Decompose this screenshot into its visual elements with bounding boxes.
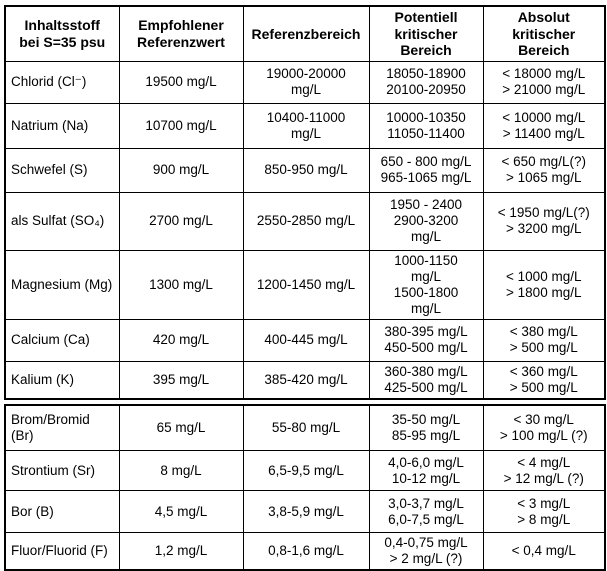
- cell-absolute-critical: < 380 mg/L > 500 mg/L: [483, 319, 605, 361]
- cell-potential-critical: 380-395 mg/L 450-500 mg/L: [369, 319, 483, 361]
- header-substance: Inhaltsstoff bei S=35 psu: [5, 6, 119, 61]
- header-absolute-critical: Absolut kritischer Bereich: [483, 6, 605, 61]
- header-reference-range: Referenzbereich: [243, 6, 369, 61]
- cell-substance: Schwefel (S): [5, 148, 119, 192]
- cell-recommended: 19500 mg/L: [119, 61, 243, 103]
- cell-absolute-critical: < 4 mg/L > 12 mg/L (?): [483, 451, 605, 491]
- cell-absolute-critical: < 3 mg/L > 8 mg/L: [483, 491, 605, 533]
- cell-substance: Bor (B): [5, 491, 119, 533]
- table-row: Bor (B) 4,5 mg/L 3,8-5,9 mg/L 3,0-3,7 mg…: [5, 491, 605, 533]
- table-row: als Sulfat (SO₄) 2700 mg/L 2550-2850 mg/…: [5, 192, 605, 250]
- cell-potential-critical: 18050-18900 20100-20950: [369, 61, 483, 103]
- cell-absolute-critical: < 10000 mg/L > 11400 mg/L: [483, 103, 605, 148]
- table-row: Calcium (Ca) 420 mg/L 400-445 mg/L 380-3…: [5, 319, 605, 361]
- cell-reference-range: 385-420 mg/L: [243, 361, 369, 399]
- table-row: Magnesium (Mg) 1300 mg/L 1200-1450 mg/L …: [5, 250, 605, 319]
- header-row: Inhaltsstoff bei S=35 psu Empfohlener Re…: [5, 6, 605, 61]
- cell-potential-critical: 4,0-6,0 mg/L 10-12 mg/L: [369, 451, 483, 491]
- cell-recommended: 4,5 mg/L: [119, 491, 243, 533]
- cell-absolute-critical: < 650 mg/L(?) > 1065 mg/L: [483, 148, 605, 192]
- cell-recommended: 65 mg/L: [119, 405, 243, 451]
- cell-potential-critical: 1950 - 2400 2900-3200 mg/L: [369, 192, 483, 250]
- header-potential-critical: Potentiell kritischer Bereich: [369, 6, 483, 61]
- cell-substance: Fluor/Fluorid (F): [5, 533, 119, 571]
- cell-substance: Brom/Bromid (Br): [5, 405, 119, 451]
- cell-potential-critical: 3,0-3,7 mg/L 6,0-7,5 mg/L: [369, 491, 483, 533]
- cell-reference-range: 2550-2850 mg/L: [243, 192, 369, 250]
- cell-recommended: 10700 mg/L: [119, 103, 243, 148]
- cell-substance: Magnesium (Mg): [5, 250, 119, 319]
- cell-reference-range: 10400-11000 mg/L: [243, 103, 369, 148]
- cell-reference-range: 850-950 mg/L: [243, 148, 369, 192]
- cell-reference-range: 1200-1450 mg/L: [243, 250, 369, 319]
- cell-substance: Calcium (Ca): [5, 319, 119, 361]
- cell-reference-range: 19000-20000 mg/L: [243, 61, 369, 103]
- cell-reference-range: 3,8-5,9 mg/L: [243, 491, 369, 533]
- cell-reference-range: 400-445 mg/L: [243, 319, 369, 361]
- cell-absolute-critical: < 30 mg/L > 100 mg/L (?): [483, 405, 605, 451]
- cell-absolute-critical: < 360 mg/L > 500 mg/L: [483, 361, 605, 399]
- cell-absolute-critical: < 0,4 mg/L: [483, 533, 605, 571]
- cell-substance: Kalium (K): [5, 361, 119, 399]
- table-row: Kalium (K) 395 mg/L 385-420 mg/L 360-380…: [5, 361, 605, 399]
- table-row: Brom/Bromid (Br) 65 mg/L 55-80 mg/L 35-5…: [5, 405, 605, 451]
- cell-absolute-critical: < 1950 mg/L(?) > 3200 mg/L: [483, 192, 605, 250]
- cell-substance: als Sulfat (SO₄): [5, 192, 119, 250]
- cell-recommended: 395 mg/L: [119, 361, 243, 399]
- cell-absolute-critical: < 18000 mg/L > 21000 mg/L: [483, 61, 605, 103]
- cell-absolute-critical: < 1000 mg/L > 1800 mg/L: [483, 250, 605, 319]
- cell-potential-critical: 1000-1150 mg/L 1500-1800 mg/L: [369, 250, 483, 319]
- cell-substance: Natrium (Na): [5, 103, 119, 148]
- cell-recommended: 2700 mg/L: [119, 192, 243, 250]
- cell-recommended: 1,2 mg/L: [119, 533, 243, 571]
- cell-potential-critical: 650 - 800 mg/L 965-1065 mg/L: [369, 148, 483, 192]
- reference-table-wrap: Inhaltsstoff bei S=35 psu Empfohlener Re…: [4, 5, 604, 571]
- table-row: Fluor/Fluorid (F) 1,2 mg/L 0,8-1,6 mg/L …: [5, 533, 605, 571]
- cell-reference-range: 6,5-9,5 mg/L: [243, 451, 369, 491]
- cell-substance: Chlorid (Cl⁻): [5, 61, 119, 103]
- cell-potential-critical: 360-380 mg/L 425-500 mg/L: [369, 361, 483, 399]
- table-row: Schwefel (S) 900 mg/L 850-950 mg/L 650 -…: [5, 148, 605, 192]
- cell-potential-critical: 35-50 mg/L 85-95 mg/L: [369, 405, 483, 451]
- cell-potential-critical: 10000-10350 11050-11400: [369, 103, 483, 148]
- cell-reference-range: 55-80 mg/L: [243, 405, 369, 451]
- cell-recommended: 900 mg/L: [119, 148, 243, 192]
- header-recommended: Empfohlener Referenzwert: [119, 6, 243, 61]
- cell-reference-range: 0,8-1,6 mg/L: [243, 533, 369, 571]
- reference-table-trace: Brom/Bromid (Br) 65 mg/L 55-80 mg/L 35-5…: [4, 404, 606, 571]
- cell-recommended: 420 mg/L: [119, 319, 243, 361]
- table-row: Chlorid (Cl⁻) 19500 mg/L 19000-20000 mg/…: [5, 61, 605, 103]
- cell-recommended: 1300 mg/L: [119, 250, 243, 319]
- table-row: Natrium (Na) 10700 mg/L 10400-11000 mg/L…: [5, 103, 605, 148]
- reference-table-main: Inhaltsstoff bei S=35 psu Empfohlener Re…: [4, 5, 606, 400]
- cell-recommended: 8 mg/L: [119, 451, 243, 491]
- cell-substance: Strontium (Sr): [5, 451, 119, 491]
- table-row: Strontium (Sr) 8 mg/L 6,5-9,5 mg/L 4,0-6…: [5, 451, 605, 491]
- cell-potential-critical: 0,4-0,75 mg/L > 2 mg/L (?): [369, 533, 483, 571]
